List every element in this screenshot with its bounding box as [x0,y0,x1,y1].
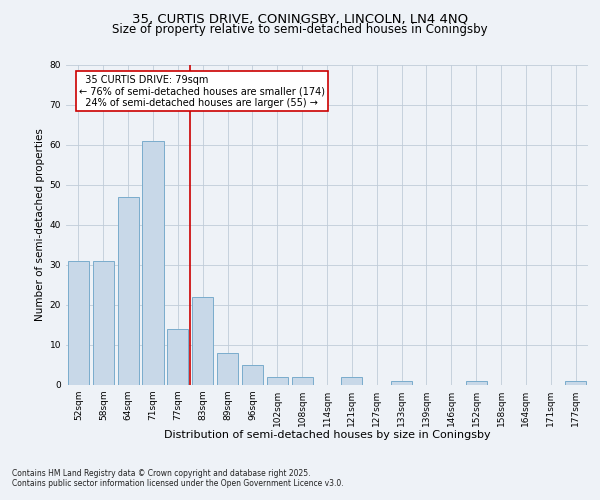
Bar [391,381,412,385]
Bar [341,377,362,385]
Text: Size of property relative to semi-detached houses in Coningsby: Size of property relative to semi-detach… [112,22,488,36]
Bar [466,381,487,385]
Bar [167,329,188,385]
Bar [68,261,89,385]
X-axis label: Distribution of semi-detached houses by size in Coningsby: Distribution of semi-detached houses by … [164,430,490,440]
Bar [565,381,586,385]
Bar [217,353,238,385]
Y-axis label: Number of semi-detached properties: Number of semi-detached properties [35,128,46,322]
Bar [292,377,313,385]
Bar [118,197,139,385]
Bar [242,365,263,385]
Text: Contains HM Land Registry data © Crown copyright and database right 2025.: Contains HM Land Registry data © Crown c… [12,468,311,477]
Text: Contains public sector information licensed under the Open Government Licence v3: Contains public sector information licen… [12,478,344,488]
Bar [267,377,288,385]
Bar [93,261,114,385]
Bar [142,141,164,385]
Text: 35 CURTIS DRIVE: 79sqm
← 76% of semi-detached houses are smaller (174)
  24% of : 35 CURTIS DRIVE: 79sqm ← 76% of semi-det… [79,74,325,108]
Bar [192,297,213,385]
Text: 35, CURTIS DRIVE, CONINGSBY, LINCOLN, LN4 4NQ: 35, CURTIS DRIVE, CONINGSBY, LINCOLN, LN… [132,12,468,26]
